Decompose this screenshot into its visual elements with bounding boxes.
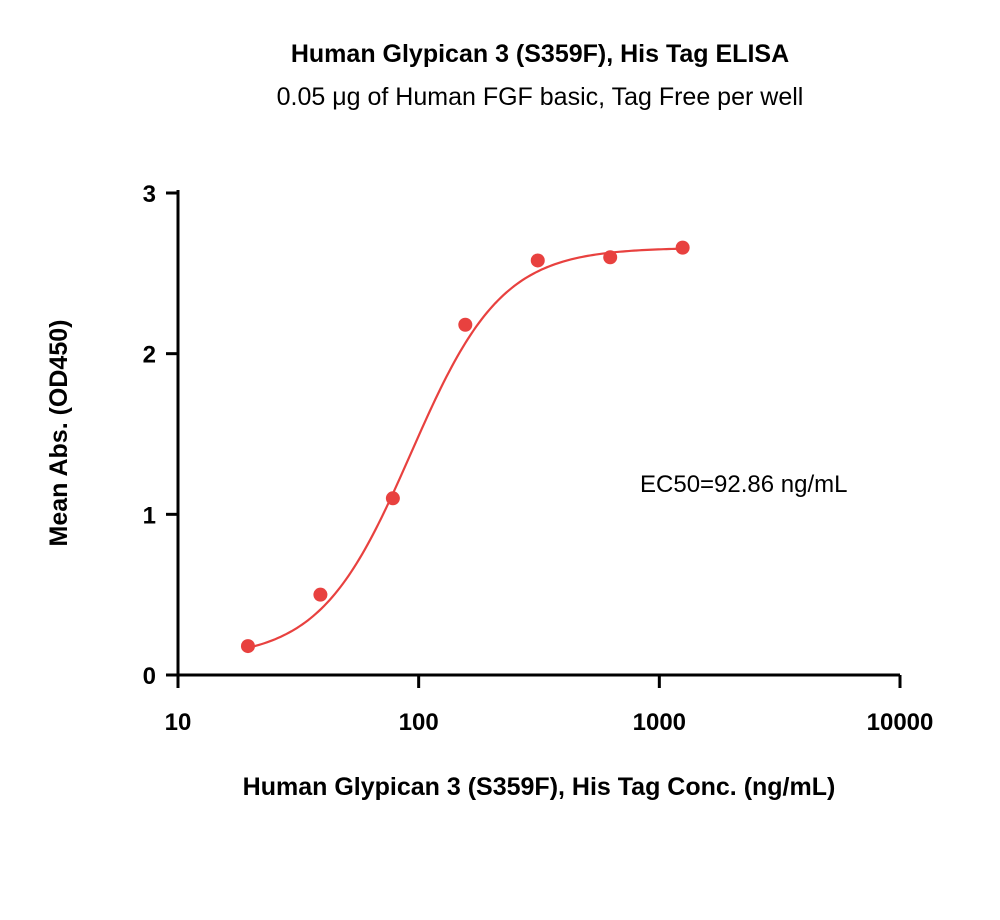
data-point <box>675 240 690 255</box>
x-axis-label: Human Glypican 3 (S359F), His Tag Conc. … <box>243 773 836 801</box>
data-point <box>240 639 255 654</box>
data-point <box>385 491 400 506</box>
y-axis-label: Mean Abs. (OD450) <box>45 320 73 547</box>
fit-curve <box>247 247 683 649</box>
y-tick-label: 2 <box>143 342 156 369</box>
y-tick-label: 1 <box>143 502 156 529</box>
data-point <box>313 587 328 602</box>
data-point <box>603 250 618 265</box>
x-tick-label: 100 <box>399 709 439 736</box>
axes <box>176 190 900 677</box>
x-tick-label: 10 <box>165 709 192 736</box>
data-point <box>458 317 473 332</box>
y-tick-label: 3 <box>143 181 156 208</box>
chart-title: Human Glypican 3 (S359F), His Tag ELISA <box>291 40 789 68</box>
chart-subtitle: 0.05 μg of Human FGF basic, Tag Free per… <box>277 83 804 111</box>
x-tick-label: 10000 <box>867 709 934 736</box>
x-tick-label: 1000 <box>633 709 686 736</box>
ec50-annotation: EC50=92.86 ng/mL <box>640 471 847 498</box>
y-tick-label: 0 <box>143 663 156 690</box>
ticks: 0 1 2 3 10 100 1000 10000 <box>143 181 934 736</box>
data-point <box>530 253 545 268</box>
data-points <box>240 240 690 654</box>
